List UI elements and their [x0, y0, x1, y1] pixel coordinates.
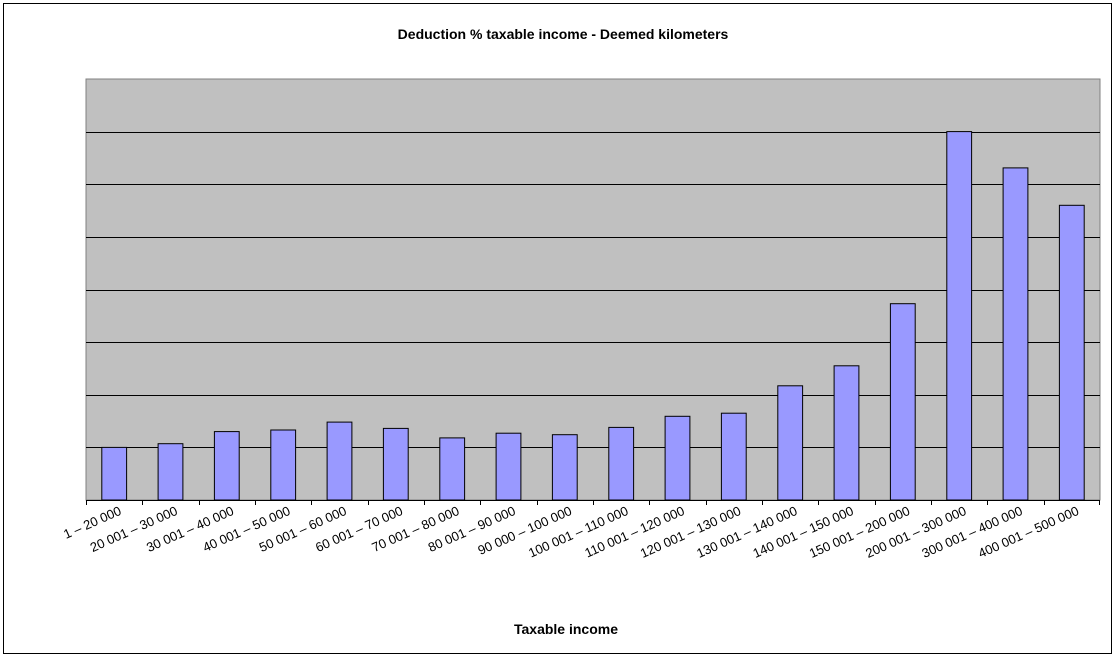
x-axis-title: Taxable income: [514, 621, 618, 637]
plot-area: [85, 78, 1101, 501]
bar: [551, 434, 578, 501]
bar: [326, 421, 353, 501]
bar: [382, 427, 409, 501]
bar: [1002, 167, 1029, 501]
x-tick-label: 90 000 – 100 000: [475, 503, 574, 558]
x-tick-label: 400 001 – 500 000: [976, 503, 1081, 561]
bar: [270, 429, 297, 501]
bar: [495, 432, 522, 501]
bar: [889, 303, 916, 501]
bar: [720, 412, 747, 501]
chart-frame: Deduction % taxable income - Deemed kilo…: [3, 3, 1112, 654]
bar: [101, 446, 128, 501]
bar: [213, 431, 240, 501]
bar: [777, 385, 804, 501]
bar: [608, 426, 635, 501]
bar: [833, 365, 860, 501]
bar: [439, 437, 466, 501]
gridlines: [86, 132, 1100, 501]
bar: [946, 131, 973, 501]
bar-chart: Deduction % taxable income - Deemed kilo…: [61, 26, 1101, 637]
bar: [664, 415, 691, 501]
chart-title: Deduction % taxable income - Deemed kilo…: [398, 26, 729, 42]
bar: [1058, 204, 1085, 501]
bar: [157, 443, 184, 501]
bars: [101, 131, 1085, 501]
